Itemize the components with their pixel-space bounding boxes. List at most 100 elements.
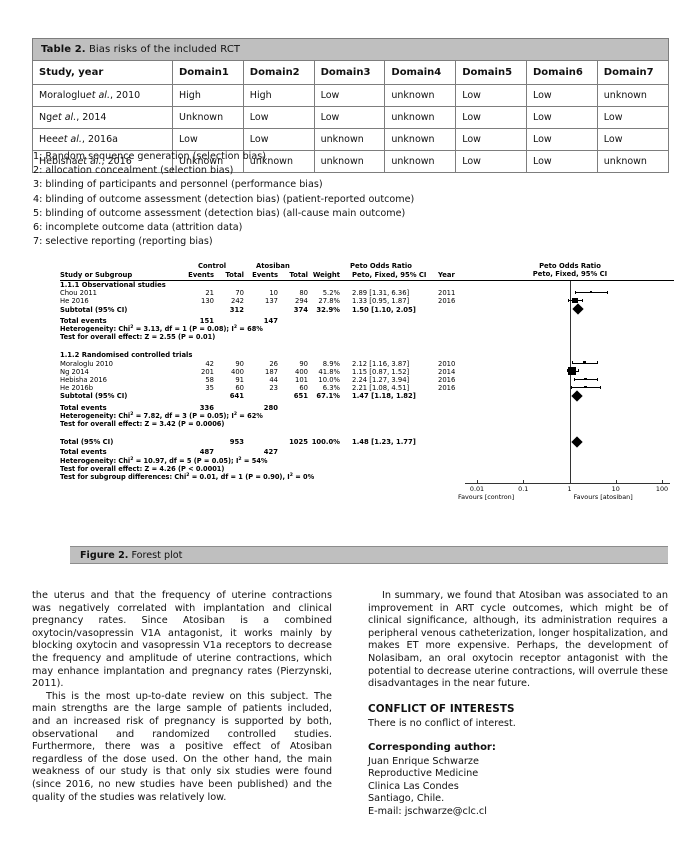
table-row: Moralogluet al., 2010 High High Low unknown L…	[32, 84, 669, 107]
study-year: 2014	[438, 367, 456, 376]
table2-cell-0-2: Low	[313, 84, 386, 107]
footnote-2: 2: allocation concealment (selection bia…	[33, 165, 234, 177]
table2-header-row: Study, year Domain1 Domain2 Domain3 Domain4 D…	[32, 60, 669, 85]
ci-cap-upper	[577, 369, 579, 373]
forest-plot: Control Atosiban Peto Odds Ratio Study or S…	[60, 262, 675, 534]
study-c-total: 242	[231, 297, 244, 306]
table2-study-3: Hebishaet al., 2016	[32, 150, 173, 173]
table2-header-5: Domain5	[455, 60, 527, 85]
table2-cell-1-5: Low	[525, 106, 598, 129]
heterogeneity-total: Heterogeneity: Chi2 = 10.97, df = 5 (P =…	[60, 456, 268, 465]
study-weight: 8.9%	[322, 359, 340, 368]
table2-cell-0-5: Low	[525, 84, 598, 107]
study-effect: 2.12 [1.16, 3.87]	[352, 359, 410, 368]
study-weight: 6.3%	[322, 384, 340, 393]
col-header-c-total: Total	[225, 271, 244, 279]
figure2-caption: Figure 2. Forest plot	[70, 546, 668, 564]
study-c-events: 130	[201, 297, 214, 306]
study-effect: 1.33 [0.95, 1.87]	[352, 297, 410, 306]
study-name: Hebisha 2016	[60, 376, 107, 384]
footnote-5: 5: blinding of outcome assessment (detec…	[33, 207, 406, 219]
group-header-control: Control	[198, 262, 227, 270]
table2-cell-2-2: unknown	[313, 128, 386, 151]
x-tick-label: 0.01	[469, 485, 485, 493]
col-header-t-total: Total	[289, 271, 308, 279]
study-effect: 1.15 [0.87, 1.52]	[352, 367, 410, 376]
ci-cap-lower	[566, 369, 568, 373]
study-effect: 2.21 [1.08, 4.51]	[352, 384, 410, 393]
study-c-events: 35	[205, 384, 214, 393]
footnote-1: 1: Random sequence generation (selection…	[33, 151, 266, 162]
x-tick	[523, 480, 525, 484]
ci-cap-upper	[606, 290, 608, 294]
col-header-weight: Weight	[312, 271, 340, 279]
summary-diamond	[571, 436, 584, 448]
table2-container: Table 2. Bias risks of the included RCT S…	[32, 38, 669, 173]
table2-cell-2-3: unknown	[384, 128, 457, 151]
table2-cell-2-4: Low	[455, 128, 527, 151]
table-row: Hebishaet al., 2016 Unknown unknown unknown…	[32, 150, 669, 173]
table2-header-1: Domain1	[172, 60, 244, 85]
effect-marker	[568, 366, 577, 375]
effect-marker	[584, 377, 588, 381]
study-t-total: 400	[295, 367, 308, 376]
overall-effect-total: Test for overall effect: Z = 4.26 (P < 0…	[60, 464, 225, 473]
table2-cell-0-4: Low	[455, 84, 527, 107]
table2-cell-1-0: Unknown	[172, 106, 244, 129]
study-weight: 41.8%	[318, 367, 340, 376]
paragraph-continuation: the uterus and that the frequency of ute…	[32, 590, 332, 690]
figure2-label: Figure 2.	[80, 550, 129, 561]
col-header-t-events: Events	[252, 271, 278, 279]
x-tick	[615, 480, 617, 484]
table2-cell-2-5: Low	[525, 128, 598, 151]
study-t-events: 23	[269, 384, 278, 393]
corresponding-line-0: Juan Enrique Schwarze	[368, 755, 479, 767]
x-tick-label: 1	[567, 485, 572, 493]
study-c-events: 21	[205, 289, 214, 298]
study-t-events: 44	[269, 376, 278, 384]
table2-header-4: Domain4	[384, 60, 457, 85]
study-effect: 2.89 [1.31, 6.36]	[352, 289, 410, 298]
table2-cell-0-1: High	[242, 84, 315, 107]
table2-caption-row: Table 2. Bias risks of the included RCT	[32, 38, 669, 61]
x-tick	[569, 480, 571, 484]
x-tick-label: 100	[655, 485, 669, 493]
table2-cell-0-6: unknown	[596, 84, 669, 107]
table2-cell-1-1: Low	[242, 106, 315, 129]
table2-study-1: Nget al., 2014	[32, 106, 173, 129]
x-tick	[477, 480, 478, 484]
overall-effect-1.1.1: Test for overall effect: Z = 2.55 (P = 0…	[60, 333, 216, 342]
study-effect: 2.24 [1.27, 3.94]	[352, 376, 410, 384]
study-t-events: 10	[269, 289, 278, 298]
corresponding-author-block: Juan Enrique Schwarze Reproductive Medici…	[368, 756, 668, 819]
ci-cap-upper	[582, 298, 584, 302]
study-name: Chou 2011	[60, 289, 97, 298]
study-weight: 10.0%	[318, 376, 340, 384]
ci-cap-lower	[572, 361, 574, 365]
body-column-left: the uterus and that the frequency of ute…	[32, 590, 332, 804]
study-t-total: 80	[299, 289, 308, 298]
forest-plot-graph: Peto Odds Ratio Peto, Fixed, 95% CI 0.01…	[60, 262, 675, 534]
table2-cell-3-4: Low	[455, 150, 527, 173]
study-c-total: 400	[231, 367, 244, 376]
study-year: 2011	[438, 289, 456, 298]
paragraph-review-strengths: This is the most up-to-date review on th…	[32, 690, 332, 803]
table2-header-3: Domain3	[313, 60, 386, 85]
ci-cap-upper	[596, 361, 598, 365]
figure2-title: Forest plot	[128, 550, 183, 561]
group-header-atosiban: Atosiban	[256, 262, 290, 270]
corresponding-line-3: Santiago, Chile.	[368, 793, 445, 805]
heterogeneity-1.1.2: Heterogeneity: Chi2 = 7.82, df = 3 (P = …	[60, 411, 263, 420]
study-t-total: 90	[299, 359, 308, 368]
paragraph-summary: In summary, we found that Atosiban was a…	[368, 590, 668, 690]
summary-diamond	[571, 303, 584, 315]
conflict-of-interests-heading: CONFLICT OF INTERESTS	[368, 702, 515, 715]
table2-cell-0-0: High	[172, 84, 244, 107]
study-weight: 5.2%	[322, 289, 340, 298]
body-column-right: In summary, we found that Atosiban was a…	[368, 590, 668, 819]
footnote-4: 4: blinding of outcome assessment (detec…	[33, 193, 415, 205]
footnote-3: 3: blinding of participants and personne…	[33, 179, 323, 191]
table2-cell-2-1: Low	[242, 128, 315, 151]
study-c-total: 91	[235, 376, 244, 384]
plot-title: Peto Odds Ratio	[539, 262, 601, 270]
